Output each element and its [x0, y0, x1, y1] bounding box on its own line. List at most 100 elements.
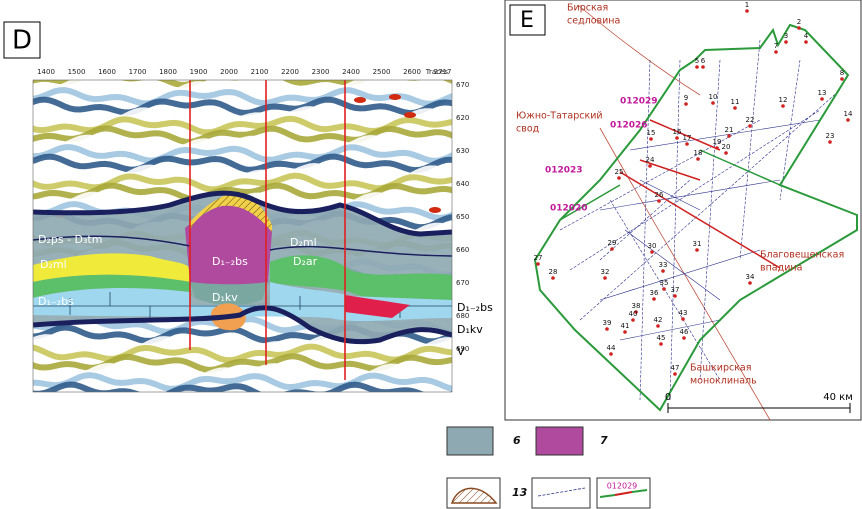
seismic-band	[33, 134, 452, 155]
scale-label: 0	[665, 392, 671, 403]
panel-label: E	[520, 8, 534, 33]
panel-label-box	[509, 4, 546, 36]
region-label: Южно-Татарский	[516, 111, 603, 122]
well-marker	[661, 269, 665, 273]
seismic-band	[33, 80, 452, 98]
well-marker	[695, 65, 699, 69]
well-label: 32	[601, 268, 610, 276]
well-label: 47	[671, 364, 680, 372]
well-label: 7	[774, 42, 778, 50]
well-label: 36	[650, 289, 659, 297]
region-label: Башкирская	[690, 363, 751, 374]
well-marker	[745, 9, 749, 13]
well-marker	[681, 317, 685, 321]
profile-label: 012029	[620, 97, 658, 107]
well-label: 11	[731, 98, 740, 106]
well-label: 1	[745, 1, 749, 9]
formation-label: D₁₋₂bs	[212, 255, 248, 268]
well-label: 39	[603, 319, 612, 327]
well-marker	[724, 151, 728, 155]
well-label: 41	[621, 322, 630, 330]
well-marker	[733, 106, 737, 110]
well-marker	[605, 327, 609, 331]
region-label: впадина	[760, 263, 802, 274]
seismic-band	[33, 333, 452, 354]
well-marker	[684, 102, 688, 106]
profile-label: 012026	[610, 121, 648, 131]
seismic-spot	[429, 207, 441, 213]
well-label: 21	[725, 126, 734, 134]
trace-label: 2200	[281, 68, 299, 76]
well-marker	[652, 297, 656, 301]
well-label: 12	[779, 96, 788, 104]
time-label: 640	[456, 180, 469, 188]
trace-label: 1700	[129, 68, 147, 76]
well-label: 18	[694, 149, 703, 157]
formation-label: D₂ml	[40, 258, 67, 271]
well-marker	[673, 372, 677, 376]
region-label: свод	[516, 124, 540, 135]
well-label: 27	[534, 254, 543, 262]
legend-swatch	[535, 426, 584, 456]
trace-label: 1500	[68, 68, 86, 76]
well-marker	[701, 65, 705, 69]
well-marker	[696, 157, 700, 161]
well-label: 16	[673, 128, 682, 136]
well-label: 33	[659, 261, 668, 269]
region-label: Благовещенская	[760, 250, 844, 261]
well-label: 4	[804, 32, 809, 40]
well-marker	[603, 276, 607, 280]
seismic-spot	[354, 97, 366, 103]
well-label: 3	[784, 32, 788, 40]
region-label: Бирская	[567, 3, 608, 14]
well-marker	[648, 164, 652, 168]
well-label: 38	[632, 302, 641, 310]
time-label: 670	[456, 279, 469, 287]
well-marker	[649, 137, 653, 141]
formation-label: D₁kv	[212, 291, 238, 304]
formation-label: D₁₋₂bs	[457, 301, 493, 314]
well-label: 10	[709, 93, 718, 101]
legend-label: 6	[513, 434, 521, 447]
well-label: 28	[549, 268, 558, 276]
well-label: 25	[615, 168, 624, 176]
well-marker	[623, 330, 627, 334]
profile-label: 012023	[545, 166, 583, 176]
formation-label: V	[457, 345, 465, 358]
formation-label: D₂ps - D₃tm	[38, 233, 102, 246]
trace-label: 2500	[373, 68, 391, 76]
time-label: 680	[456, 312, 469, 320]
trace-label: 2600	[403, 68, 421, 76]
well-label: 40	[629, 310, 638, 318]
seismic-band	[33, 125, 452, 145]
region-label: седловина	[567, 16, 620, 27]
formation-label: D₂ar	[293, 255, 318, 268]
traces-title: Traces	[425, 68, 449, 76]
well-label: 19	[713, 138, 722, 146]
well-label: 29	[608, 239, 617, 247]
seismic-band	[33, 372, 452, 392]
well-label: 8	[840, 69, 844, 77]
well-marker	[634, 310, 638, 314]
trace-label: 2000	[220, 68, 238, 76]
well-label: 45	[657, 334, 666, 342]
well-marker	[659, 342, 663, 346]
well-marker	[727, 134, 731, 138]
panel-label-box	[3, 21, 41, 59]
well-marker	[650, 250, 654, 254]
trace-label: 1800	[159, 68, 177, 76]
scale-label: 40 км	[823, 392, 853, 403]
seismic-band	[33, 343, 452, 364]
time-label: 690	[456, 345, 469, 353]
well-marker	[610, 247, 614, 251]
seismic-band	[33, 153, 452, 174]
trace-label: 2400	[342, 68, 360, 76]
formation-label: D₁₋₂bs	[38, 295, 74, 308]
seismic-band	[33, 381, 452, 392]
profile-label: 012020	[550, 204, 588, 214]
time-label: 660	[456, 246, 469, 254]
well-label: 34	[746, 273, 755, 281]
seismic-spot	[389, 94, 401, 100]
well-marker	[784, 40, 788, 44]
trace-label: 2300	[312, 68, 330, 76]
